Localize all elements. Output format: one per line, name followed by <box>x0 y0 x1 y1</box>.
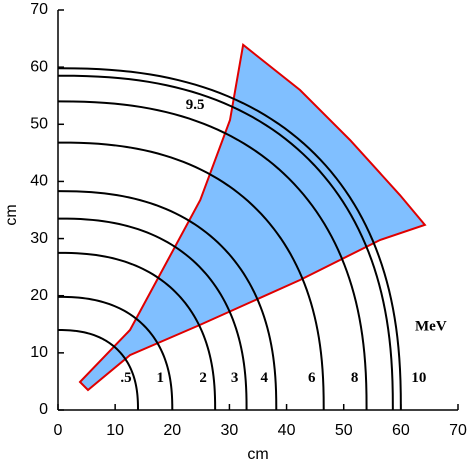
contour-line <box>57 141 325 411</box>
contour-label: 9.5 <box>186 97 205 113</box>
x-tick-label: 10 <box>106 422 124 439</box>
contour-line <box>57 67 402 411</box>
y-tick-label: 30 <box>30 230 48 247</box>
contour-label: 3 <box>231 370 239 386</box>
contour-line <box>57 74 394 411</box>
y-tick-label: 10 <box>30 344 48 361</box>
contour-line <box>57 100 368 411</box>
y-tick-label: 70 <box>30 1 48 18</box>
x-tick-label: 30 <box>221 422 239 439</box>
y-tick-label: 0 <box>39 401 48 418</box>
contour-label: 1 <box>157 370 165 386</box>
y-tick-label: 60 <box>30 58 48 75</box>
contour-label: 10 <box>411 370 426 386</box>
y-tick-label: 50 <box>30 116 48 133</box>
contour-label: 6 <box>308 370 316 386</box>
contour-line <box>57 295 174 411</box>
contour-label: 4 <box>261 370 269 386</box>
y-axis-label: cm <box>3 204 20 225</box>
x-tick-label: 60 <box>392 422 410 439</box>
x-tick-label: 50 <box>335 422 353 439</box>
contour-label: 2 <box>199 370 207 386</box>
x-axis-label: cm <box>247 446 268 463</box>
x-tick-label: 0 <box>54 422 63 439</box>
contour-label: 8 <box>351 370 359 386</box>
y-tick-label: 40 <box>30 173 48 190</box>
x-tick-label: 40 <box>278 422 296 439</box>
beam-region <box>78 43 427 392</box>
contour-line <box>57 217 248 411</box>
contour-line <box>57 251 217 411</box>
contour-label: .5 <box>120 370 131 386</box>
unit-label: MeV <box>415 319 447 335</box>
contour-line <box>57 190 278 411</box>
x-tick-label: 70 <box>449 422 467 439</box>
y-tick-label: 20 <box>30 287 48 304</box>
x-tick-label: 20 <box>163 422 181 439</box>
contour-line <box>57 329 139 411</box>
